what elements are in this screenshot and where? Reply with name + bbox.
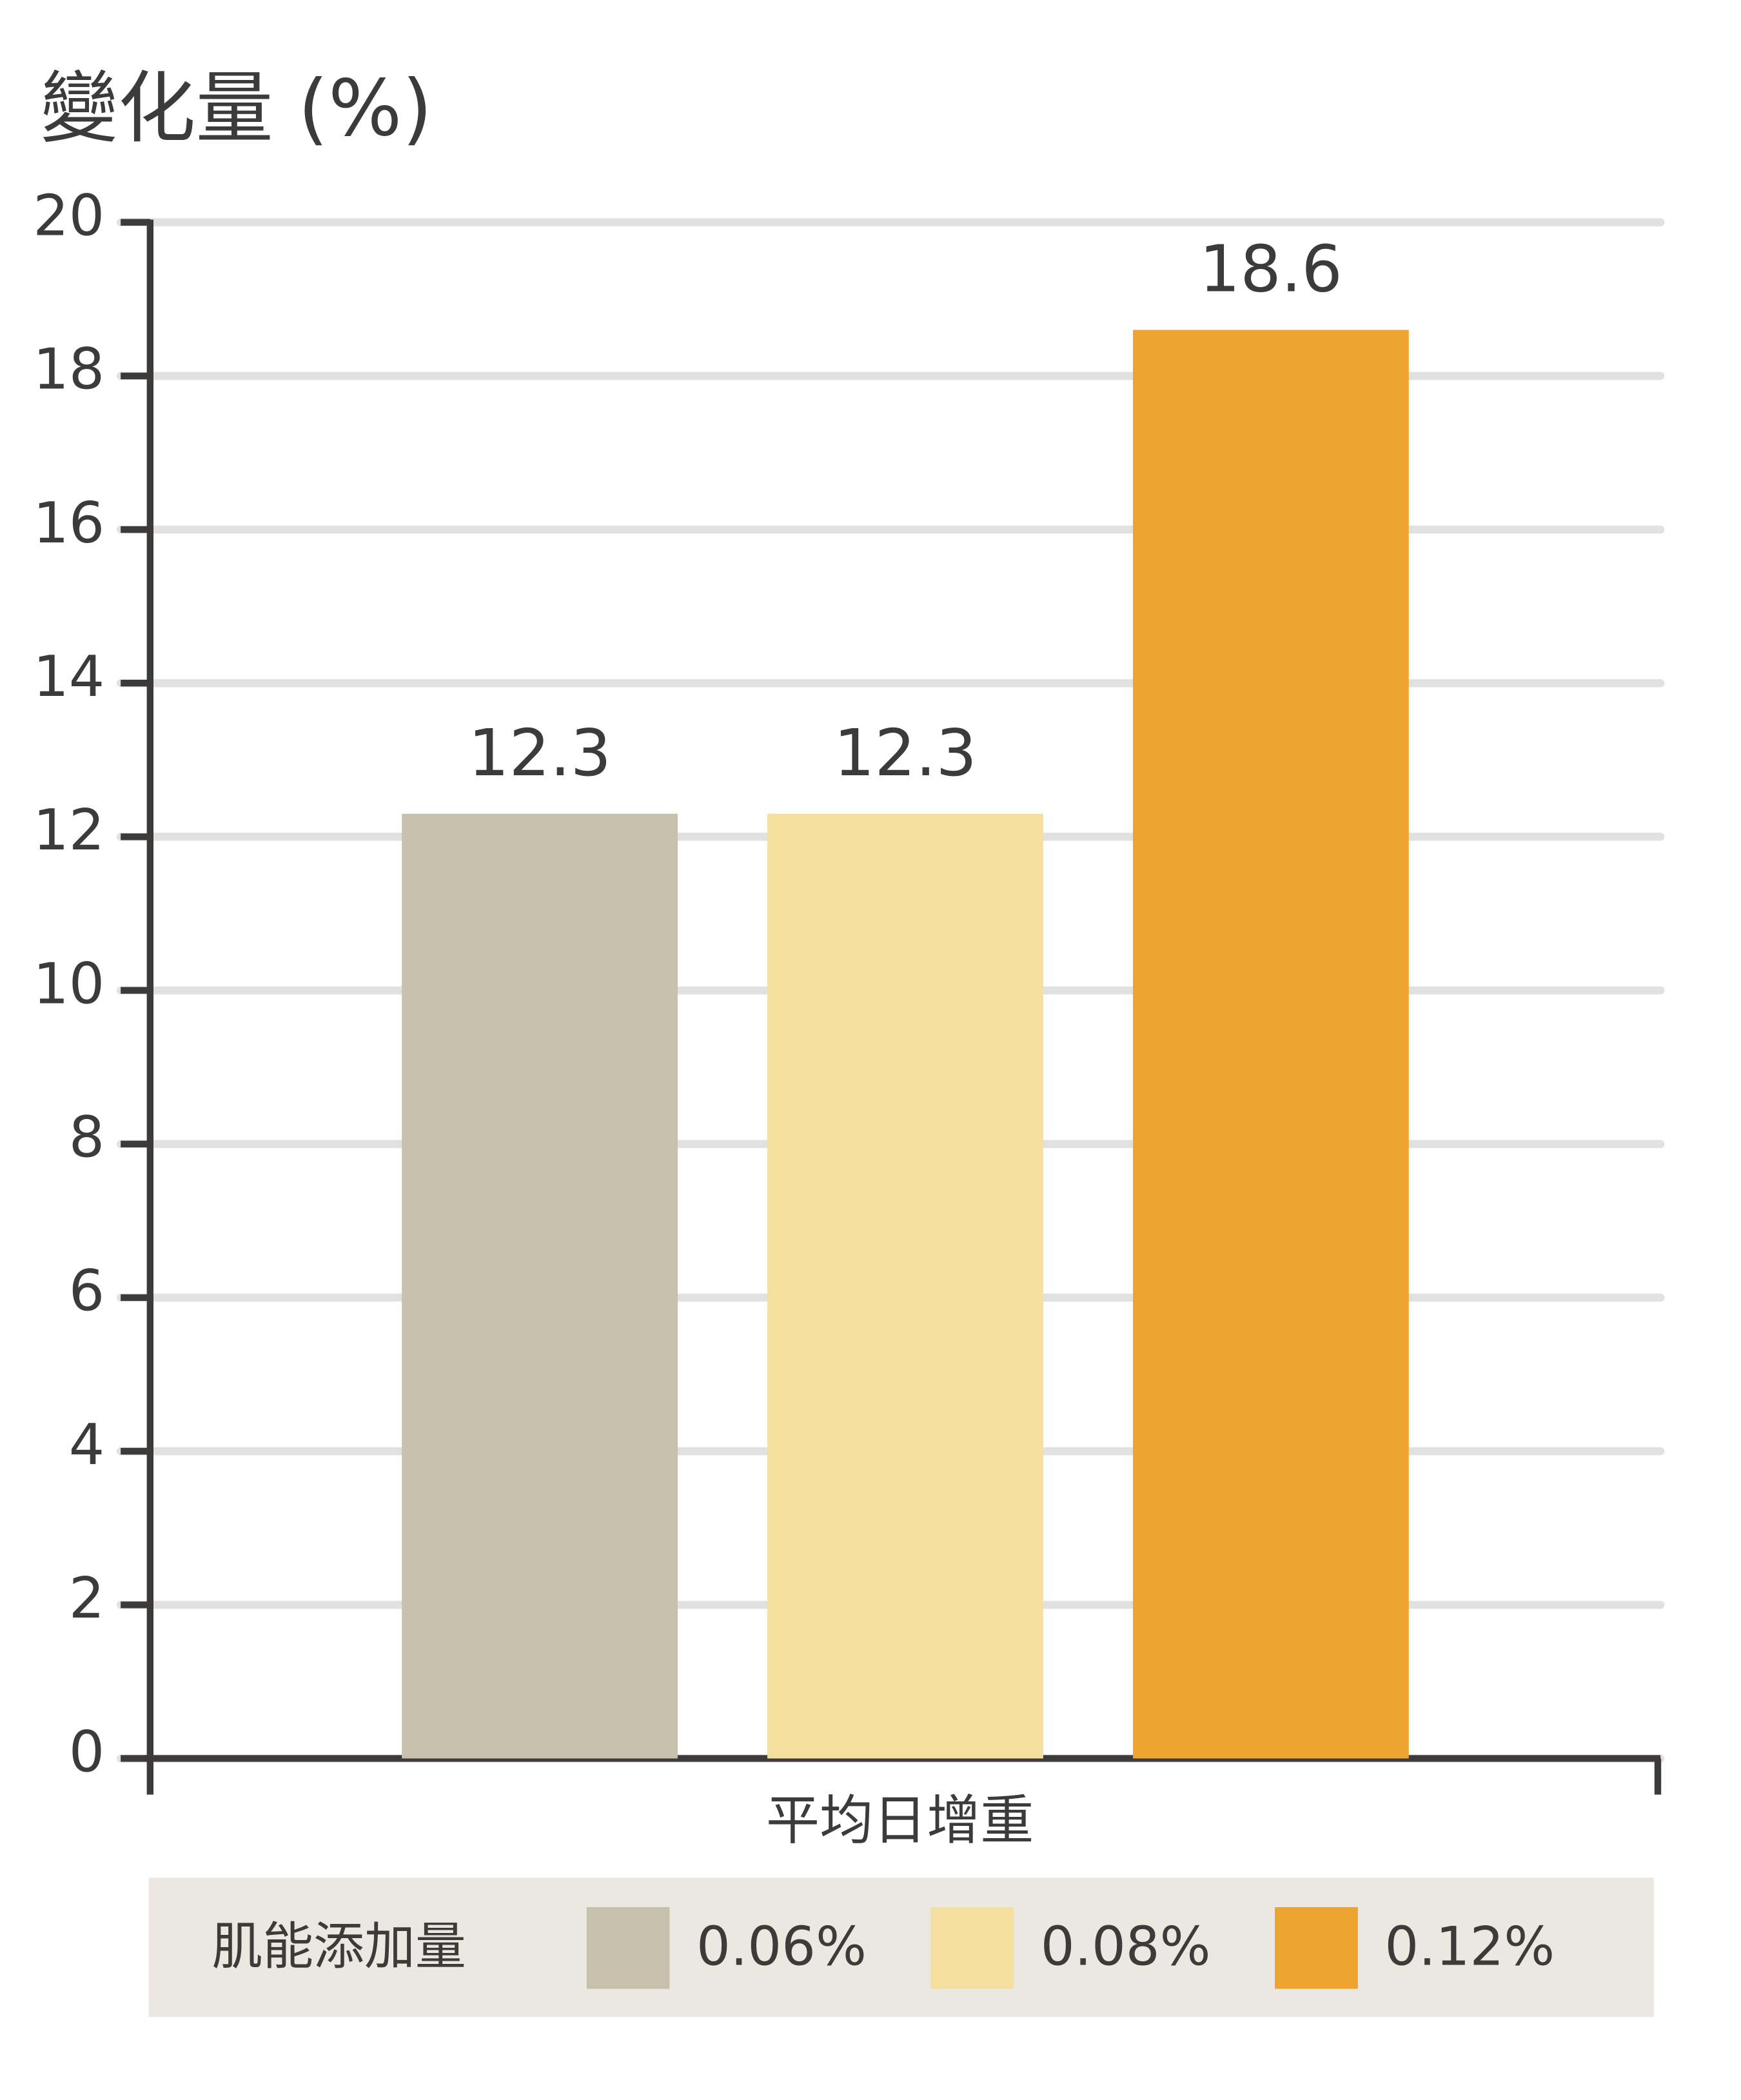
legend-label: 0.08% (1041, 1915, 1211, 1977)
value-label: 12.3 (468, 715, 611, 791)
value-label: 12.3 (834, 715, 977, 791)
legend-label: 0.06% (696, 1915, 867, 1977)
y-tick-label: 4 (69, 1412, 104, 1478)
y-tick-label: 8 (69, 1105, 104, 1171)
legend-title: 肌能添加量 (211, 1917, 466, 1976)
y-tick-label: 6 (69, 1258, 104, 1324)
chart-title: 變化量 (%) (41, 64, 433, 154)
legend-swatch (930, 1907, 1014, 1989)
legend-box (148, 1877, 1654, 2017)
y-tick-label: 14 (33, 644, 104, 709)
y-tick-label: 2 (69, 1565, 104, 1631)
x-tick-label: 平均日增重 (766, 1789, 1034, 1852)
legend-label: 0.12% (1384, 1915, 1555, 1977)
y-tick-label: 18 (33, 337, 104, 402)
legend-swatch (1275, 1907, 1358, 1989)
bar (767, 813, 1043, 1759)
y-tick-label: 0 (69, 1719, 104, 1785)
y-tick-label: 16 (33, 490, 104, 556)
bar (402, 813, 678, 1759)
y-tick-label: 10 (33, 951, 104, 1016)
legend-swatch (586, 1907, 670, 1989)
bar (1133, 330, 1409, 1759)
value-label: 18.6 (1199, 232, 1343, 307)
y-tick-label: 12 (33, 797, 104, 863)
y-tick-label: 20 (33, 183, 104, 248)
